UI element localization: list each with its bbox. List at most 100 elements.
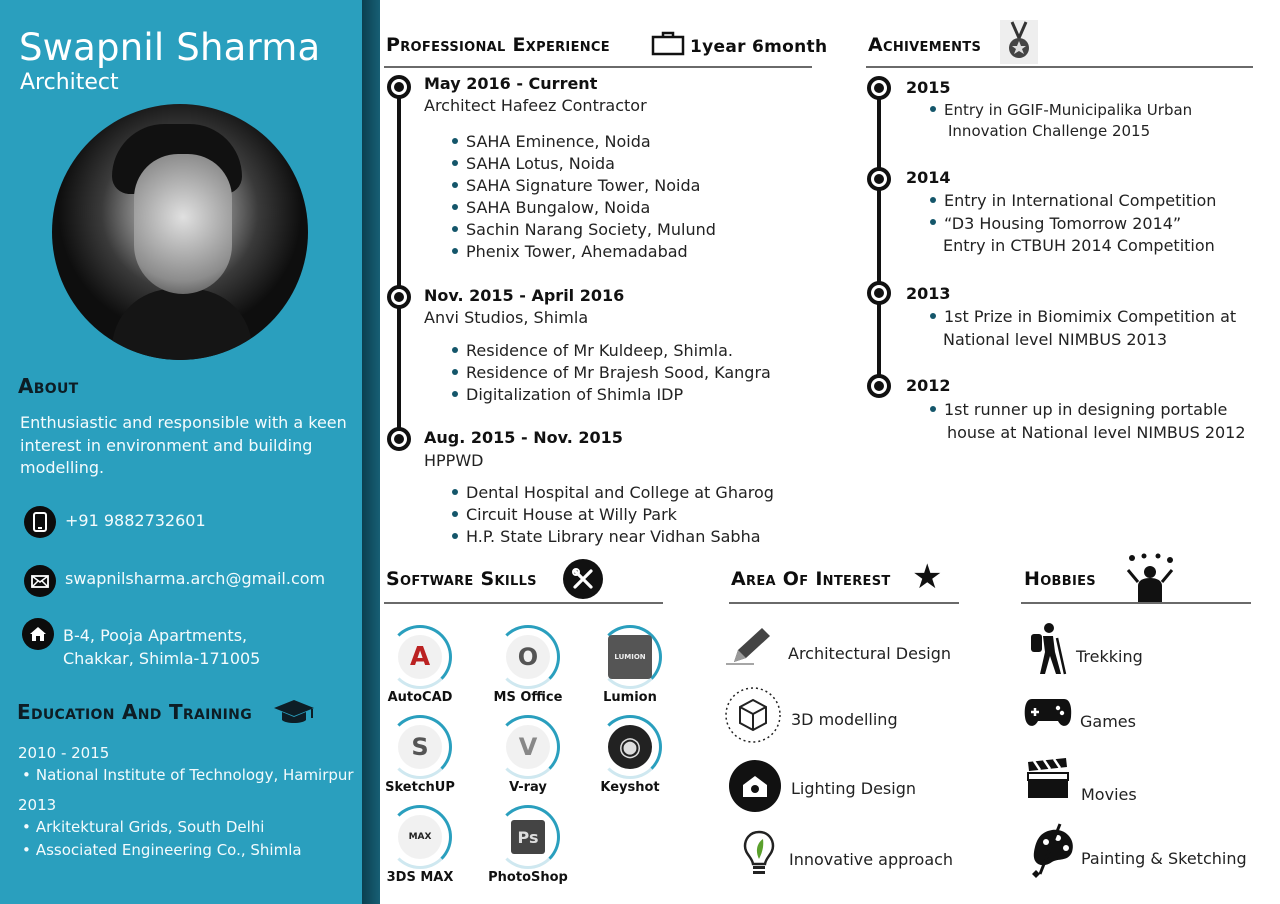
clapperboard-icon — [1027, 758, 1069, 798]
experience-duration: 1year 6month — [690, 37, 828, 57]
project-item: Dental Hospital and College at Gharog — [452, 482, 774, 504]
about-heading: About — [18, 374, 79, 398]
project-item: Residence of Mr Kuldeep, Shimla. — [452, 340, 771, 362]
achievement-year: 2014 — [906, 168, 951, 187]
project-item: SAHA Eminence, Noida — [452, 131, 716, 153]
lighting-icon — [729, 760, 781, 812]
achievements-heading: Achivements — [868, 34, 982, 56]
software-sketchup: S SketchUP — [380, 715, 460, 795]
project-item: Circuit House at Willy Park — [452, 504, 774, 526]
timeline-dot — [387, 75, 411, 99]
project-item: SAHA Bungalow, Noida — [452, 197, 716, 219]
achievement-year: 2013 — [906, 284, 951, 303]
achievement-text: 1st Prize in Biomimix Competition at Nat… — [930, 306, 1236, 351]
software-heading: Software Skills — [386, 568, 537, 590]
interest-label: Lighting Design — [791, 779, 916, 798]
avatar — [52, 104, 308, 360]
achievements-timeline — [877, 90, 881, 386]
job-projects: SAHA Eminence, Noida SAHA Lotus, Noida S… — [452, 131, 716, 263]
sidebar: Swapnil Sharma Architect About Enthusias… — [0, 0, 362, 904]
profile-name: Swapnil Sharma — [19, 26, 321, 69]
job-organization: Architect Hafeez Contractor — [424, 96, 647, 115]
achievement-text: Entry in GGIF-Municipalika Urban Innovat… — [930, 100, 1192, 142]
medal-icon — [1000, 20, 1038, 64]
pencil-icon — [724, 624, 774, 668]
vray-icon: V — [506, 725, 550, 769]
star-icon: ★ — [912, 557, 943, 597]
job-date: Nov. 2015 - April 2016 — [424, 286, 625, 305]
gamepad-icon — [1024, 699, 1072, 726]
hobbies-rule — [1021, 602, 1251, 604]
project-item: H.P. State Library near Vidhan Sabha — [452, 526, 774, 548]
job-date: Aug. 2015 - Nov. 2015 — [424, 428, 623, 447]
software-photoshop: Ps PhotoShop — [488, 805, 568, 885]
lightbulb-icon — [734, 826, 784, 882]
3ds-max-icon: MAX — [398, 815, 442, 859]
software-keyshot: ◉ Keyshot — [590, 715, 670, 795]
project-item: Sachin Narang Society, Mulund — [452, 219, 716, 241]
software-lumion: LUMION Lumion — [590, 625, 670, 705]
timeline-dot — [867, 374, 891, 398]
project-item: Residence of Mr Brajesh Sood, Kangra — [452, 362, 771, 384]
interest-label: Architectural Design — [788, 644, 952, 663]
interest-label: Innovative approach — [789, 850, 954, 869]
photoshop-icon: Ps — [511, 820, 545, 854]
sidebar-edge — [362, 0, 380, 904]
timeline-dot — [387, 427, 411, 451]
lumion-icon: LUMION — [608, 635, 652, 679]
home-icon — [22, 618, 54, 650]
timeline-dot — [867, 76, 891, 100]
hiker-icon — [1031, 623, 1067, 675]
ms-office-icon: O — [506, 635, 550, 679]
email-address[interactable]: swapnilsharma.arch@gmail.com — [65, 569, 326, 588]
autocad-icon: A — [398, 635, 442, 679]
software-vray: V V-ray — [488, 715, 568, 795]
job-organization: HPPWD — [424, 451, 484, 470]
interest-rule — [729, 602, 959, 604]
profile-role: Architect — [20, 70, 119, 95]
hobby-label: Movies — [1081, 785, 1137, 804]
keyshot-icon: ◉ — [608, 725, 652, 769]
achievements-rule — [866, 66, 1253, 68]
interest-label: 3D modelling — [791, 710, 898, 729]
software-3ds-max: MAX 3DS MAX — [380, 805, 460, 885]
project-item: Phenix Tower, Ahemadabad — [452, 241, 716, 263]
project-item: Digitalization of Shimla IDP — [452, 384, 771, 406]
job-projects: Residence of Mr Kuldeep, Shimla. Residen… — [452, 340, 771, 406]
achievement-year: 2012 — [906, 376, 951, 395]
job-date: May 2016 - Current — [424, 74, 598, 93]
cube-icon — [724, 686, 782, 744]
education-years: 2013 — [18, 796, 57, 814]
hobbies-juggler-icon — [1126, 553, 1174, 602]
hobby-label: Trekking — [1076, 647, 1143, 666]
address-line-1: B-4, Pooja Apartments, — [63, 626, 248, 645]
briefcase-icon — [651, 31, 685, 56]
timeline-dot — [867, 167, 891, 191]
project-item: SAHA Signature Tower, Noida — [452, 175, 716, 197]
graduation-cap-icon — [274, 700, 314, 723]
experience-timeline — [397, 92, 401, 442]
experience-heading: Professional Experience — [386, 34, 610, 56]
hobby-label: Games — [1080, 712, 1136, 731]
software-rule — [384, 602, 663, 604]
software-ms-office: O MS Office — [488, 625, 568, 705]
education-item: National Institute of Technology, Hamirp… — [22, 766, 354, 784]
interest-heading: Area Of Interest — [731, 568, 891, 590]
tools-icon — [563, 559, 603, 599]
software-autocad: A AutoCAD — [380, 625, 460, 705]
about-text: Enthusiastic and responsible with a keen… — [20, 413, 347, 477]
palette-brush-icon — [1032, 823, 1073, 878]
email-icon — [24, 565, 56, 597]
phone-number[interactable]: +91 9882732601 — [65, 511, 206, 530]
project-item: SAHA Lotus, Noida — [452, 153, 716, 175]
hobby-label: Painting & Sketching — [1081, 849, 1247, 868]
education-item: Arkitektural Grids, South Delhi — [22, 818, 265, 836]
achievement-year: 2015 — [906, 78, 951, 97]
timeline-dot — [867, 281, 891, 305]
education-heading: Education And Training — [17, 700, 252, 724]
achievement-text: Entry in International Competition “D3 H… — [930, 190, 1216, 258]
hobbies-heading: Hobbies — [1024, 568, 1096, 590]
sketchup-icon: S — [398, 725, 442, 769]
job-organization: Anvi Studios, Shimla — [424, 308, 589, 327]
timeline-dot — [387, 285, 411, 309]
